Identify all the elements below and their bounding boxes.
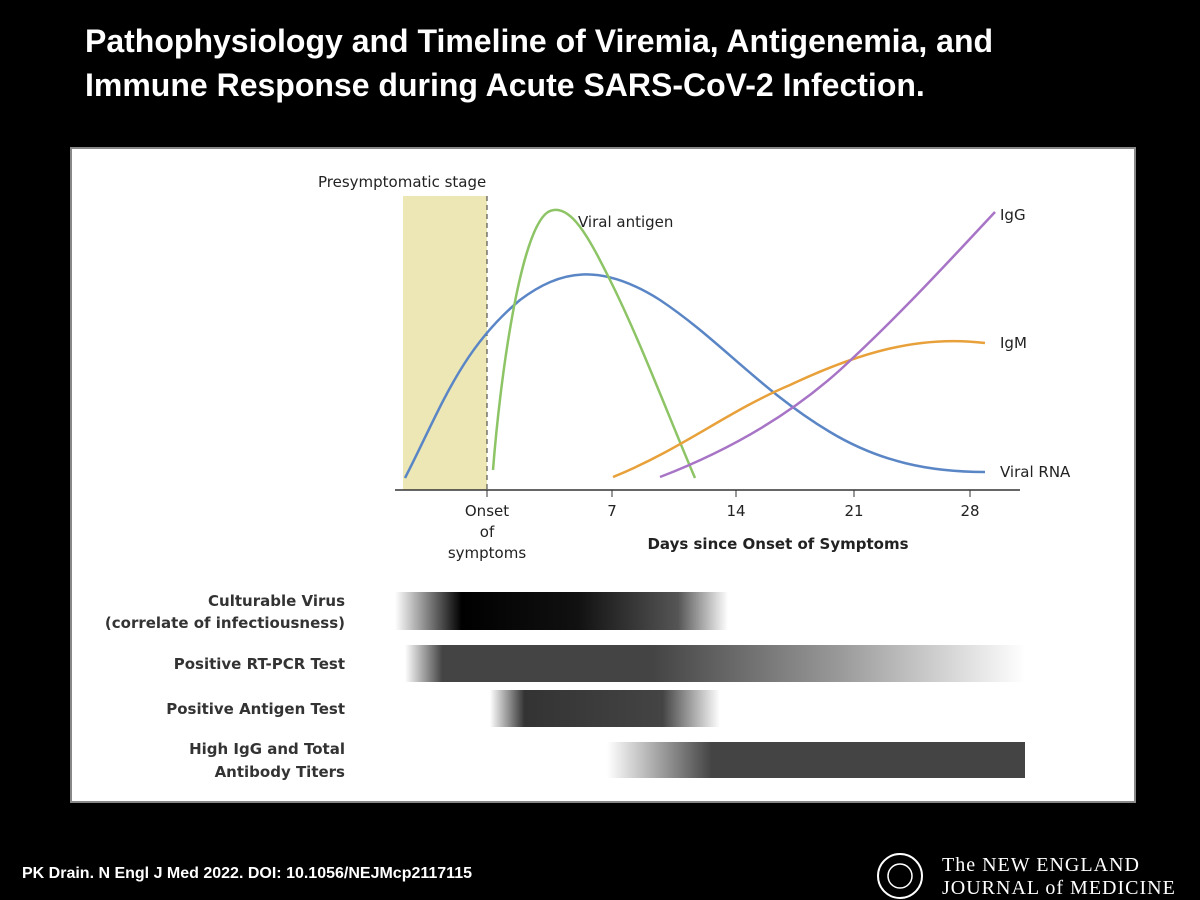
onset-label: symptoms	[448, 544, 526, 562]
onset-label: Onset	[465, 502, 509, 520]
onset-label: of	[480, 523, 495, 541]
x-tick-label: 21	[844, 502, 863, 520]
igm-curve	[612, 339, 986, 479]
curve-label: Viral RNA	[1000, 463, 1071, 481]
x-tick-label: 14	[726, 502, 745, 520]
x-tick-label: 7	[607, 502, 617, 520]
citation: PK Drain. N Engl J Med 2022. DOI: 10.105…	[22, 865, 472, 882]
bar-label: Culturable Virus	[208, 592, 345, 610]
seal	[877, 853, 923, 899]
timeline-bar	[395, 592, 728, 630]
timeline-bar	[405, 645, 1025, 682]
timeline-bar	[607, 742, 1025, 778]
antigen-curve	[491, 208, 697, 479]
x-axis-title: Days since Onset of Symptoms	[647, 535, 908, 553]
bar-label: High IgG and Total	[189, 740, 345, 758]
bar-label: Antibody Titers	[215, 763, 345, 781]
presymptomatic-band	[403, 196, 487, 490]
curve-label: Viral antigen	[578, 213, 673, 231]
journal-name: The NEW ENGLAND	[942, 854, 1140, 876]
curve-label: IgG	[1000, 206, 1026, 224]
title-line: Immune Response during Acute SARS-CoV-2 …	[85, 67, 925, 103]
bar-label: Positive RT-PCR Test	[174, 655, 345, 673]
igg-curve	[659, 211, 996, 479]
curve-label: IgM	[1000, 334, 1027, 352]
bar-label: (correlate of infectiousness)	[105, 614, 345, 632]
journal-name: JOURNAL of MEDICINE	[942, 877, 1176, 899]
stage-label: Presymptomatic stage	[318, 173, 486, 191]
rna-curve	[403, 273, 986, 479]
x-tick-label: 28	[960, 502, 979, 520]
bar-label: Positive Antigen Test	[166, 700, 345, 718]
title-line: Pathophysiology and Timeline of Viremia,…	[85, 23, 993, 59]
seal	[887, 863, 913, 889]
timeline-bar	[490, 690, 720, 727]
